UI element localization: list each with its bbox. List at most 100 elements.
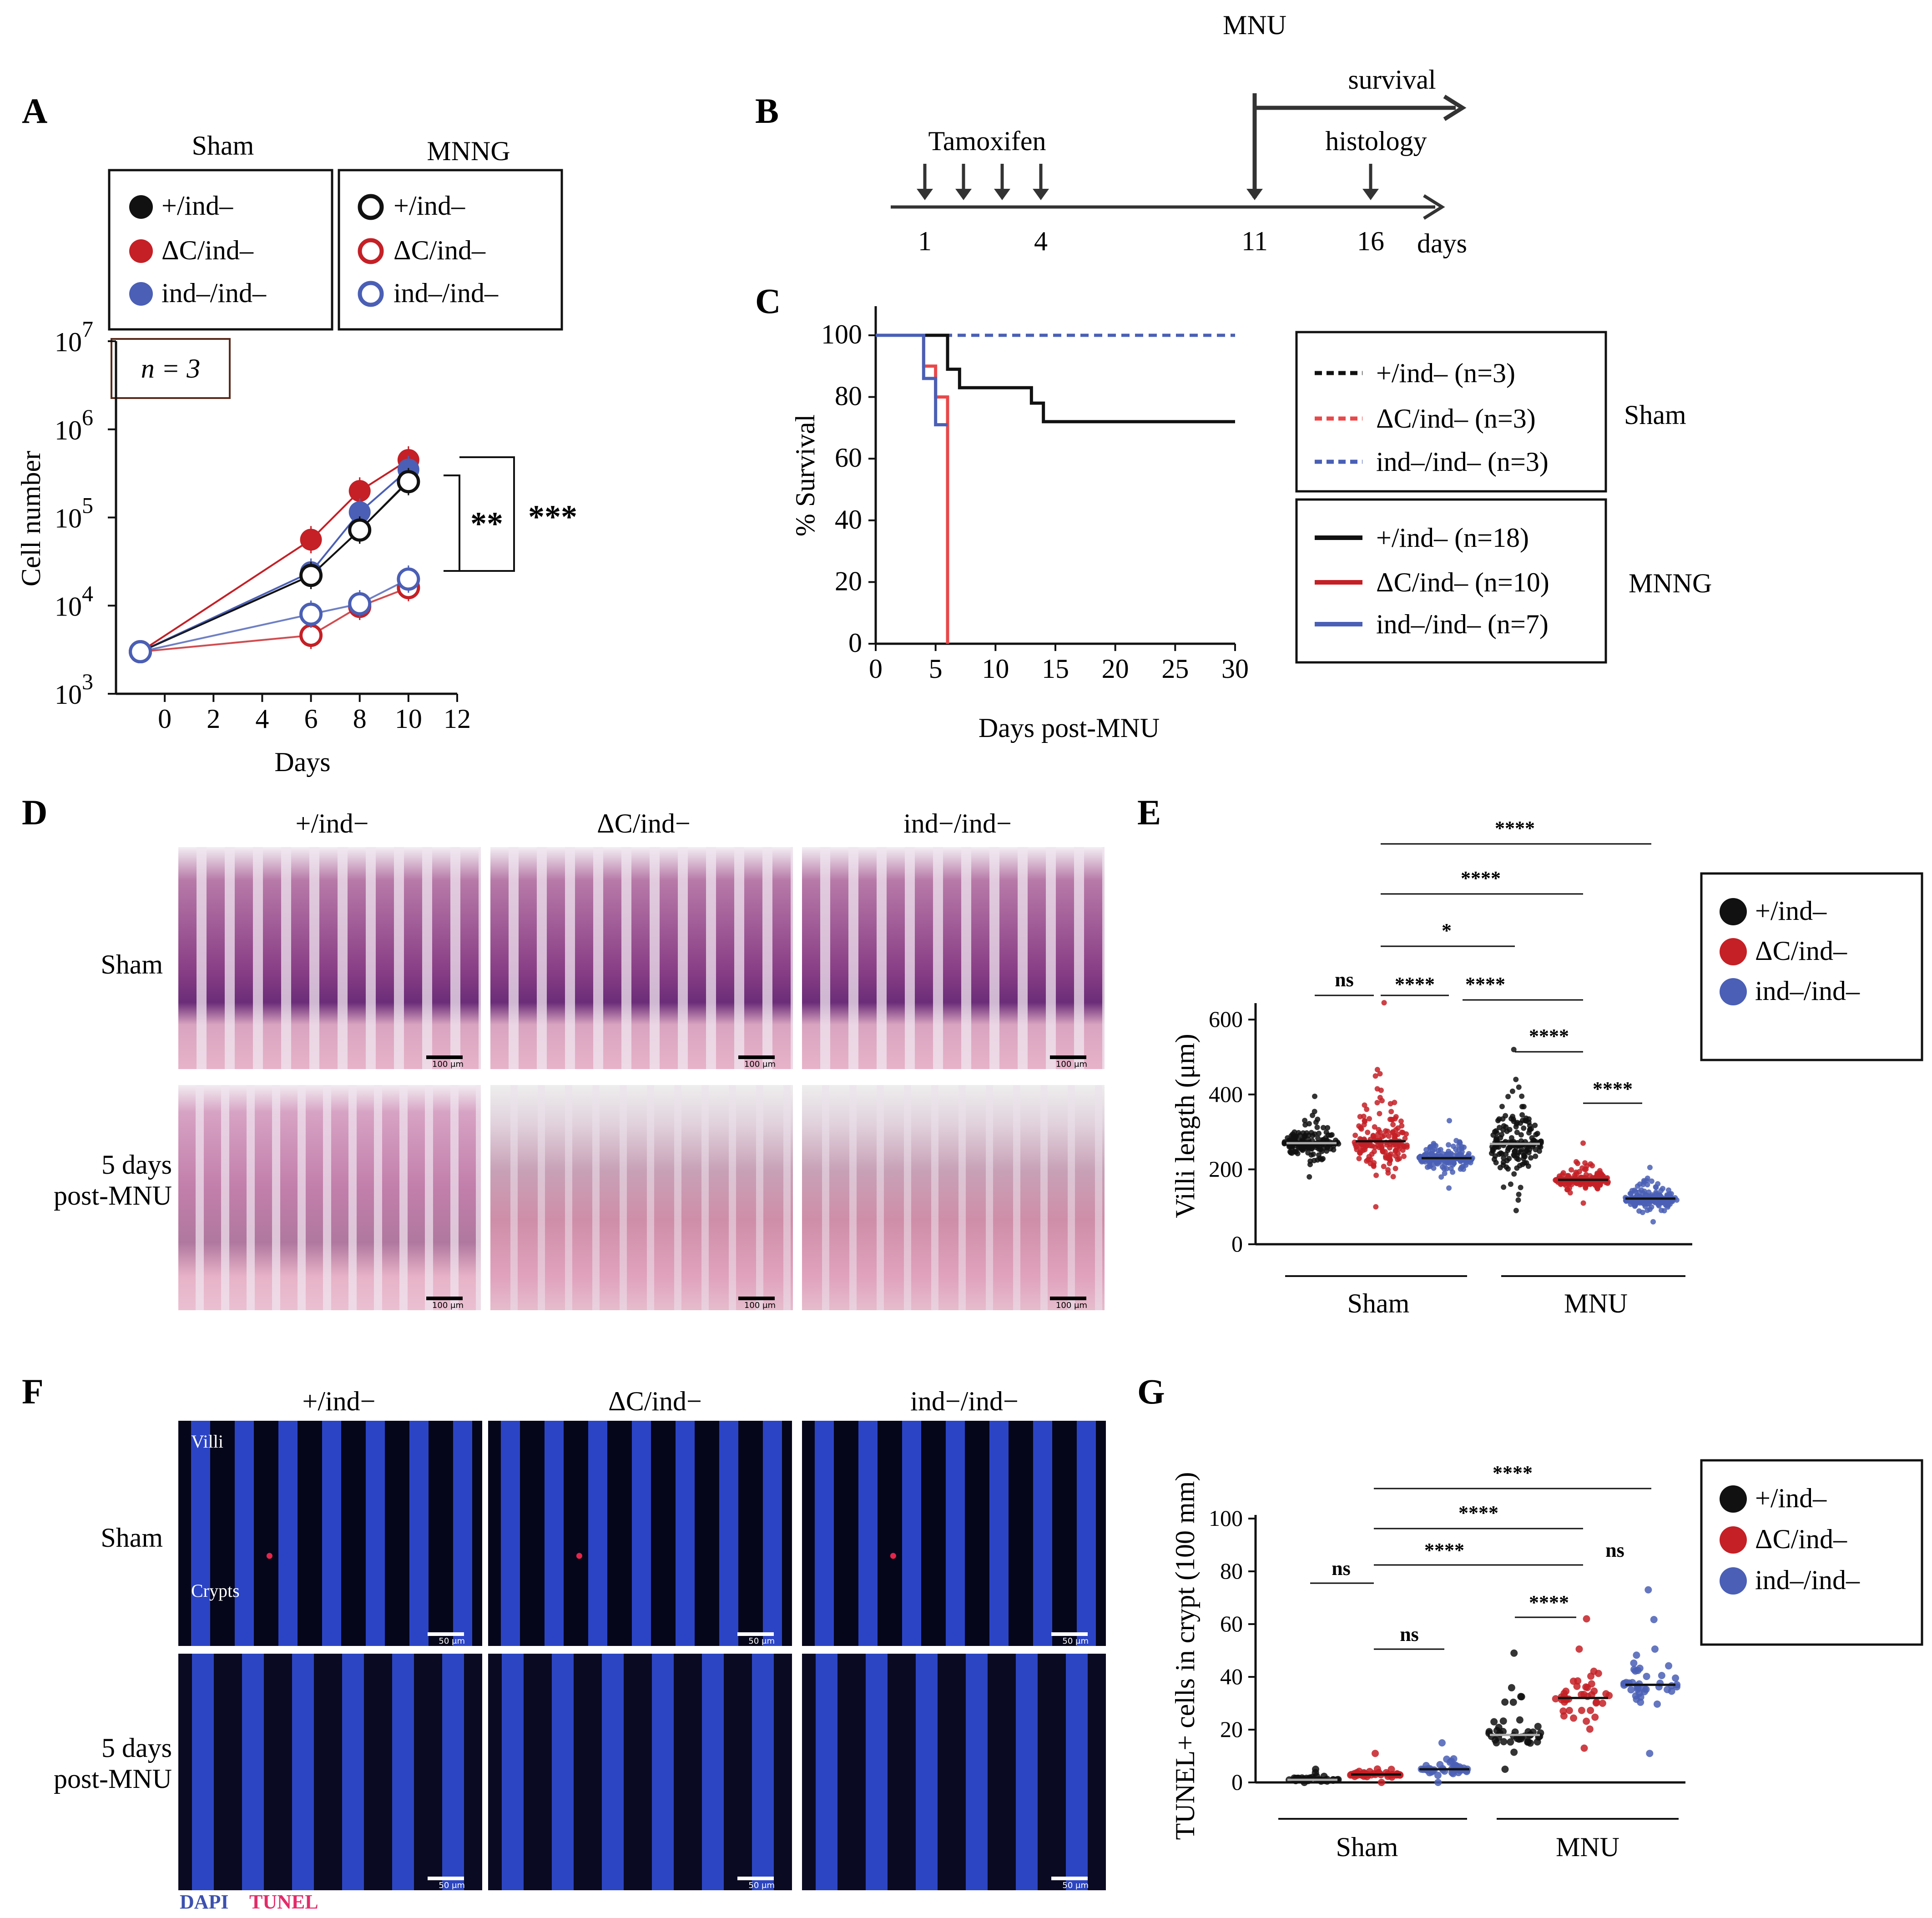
e-data-point [1314,1124,1320,1130]
e-data-point [1331,1147,1337,1153]
c-legend-box-mnng [1295,498,1607,664]
g-data-point [1453,1762,1460,1770]
b-tick-11: 11 [1241,226,1268,256]
a-x-tick-label: 0 [158,704,172,734]
g-sig-3: ns [1605,1539,1624,1561]
e-data-point [1514,1152,1520,1158]
g-data-point [1434,1772,1442,1779]
c-y-label: % Survival [790,414,820,536]
g-data-point [1493,1739,1500,1746]
e-data-point [1382,1128,1388,1134]
e-data-point [1306,1174,1312,1180]
legend-box-sham [108,169,333,331]
e-data-point [1521,1125,1527,1131]
e-data-point [1653,1184,1659,1190]
he-image-sham-ind: 100 μm [802,847,1105,1069]
e-data-point [1533,1153,1539,1159]
g-data-point [1524,1728,1532,1736]
a-x-label: Days [274,747,330,777]
e-data-point [1510,1114,1516,1120]
g-data-point [1501,1698,1509,1706]
e-data-point [1371,1149,1377,1155]
f-dapi-label: DAPI [180,1891,229,1913]
f-col-label-1: ΔC/ind− [608,1386,702,1416]
e-data-point [1516,1191,1522,1197]
g-data-point [1499,1717,1507,1725]
e-data-point [1395,1151,1401,1156]
e-data-point [1503,1113,1508,1119]
e-data-point [1514,1130,1520,1136]
e-group-mnu: MNU [1564,1288,1628,1318]
e-data-point [1357,1150,1362,1156]
e-data-point [1308,1152,1314,1158]
a-y-tick-label: 10 [55,591,82,621]
d-col-label-1: ΔC/ind− [597,808,691,838]
e-data-point [1495,1118,1501,1124]
e-data-point [1488,1151,1494,1156]
e-data-point [1442,1171,1448,1176]
legend-marker-open-blue [358,281,384,307]
c-x-tick-label: 30 [1221,654,1249,684]
e-data-point [1388,1109,1394,1115]
e-group-sham: Sham [1347,1288,1410,1318]
e-data-point [1290,1134,1296,1140]
e-data-point [1641,1178,1647,1184]
g-data-point [1507,1738,1514,1746]
a-data-point [348,480,371,502]
e-data-point [1401,1143,1407,1149]
a-x-tick-label: 4 [255,704,269,734]
g-data-point [1630,1659,1638,1667]
scale-bar [738,1297,775,1300]
g-group-mnu: MNU [1556,1832,1619,1862]
legend-label-sham-0: +/ind– [161,191,233,221]
legend-marker-open-red [358,238,384,264]
scale-text: 100 μm [744,1301,776,1310]
e-data-point [1437,1159,1443,1165]
e-sig-0: ns [1335,969,1354,991]
d-row-label-days: 5 days [101,1150,172,1180]
g-y-tick-label: 80 [1220,1558,1243,1584]
g-legend-marker-red [1720,1526,1747,1554]
e-data-point [1424,1164,1430,1170]
g-data-point [1586,1725,1594,1733]
g-legend-label-2: ind–/ind– [1755,1565,1860,1595]
e-data-point [1372,1073,1378,1079]
e-data-point [1310,1112,1316,1118]
a-series-line [140,459,409,653]
a-series-line [140,578,409,653]
e-data-point [1392,1166,1398,1171]
g-data-point [1559,1707,1567,1715]
e-data-point [1450,1152,1456,1158]
g-data-point [1526,1739,1534,1747]
e-data-point [1515,1197,1521,1203]
b-histology: histology [1325,126,1427,156]
e-data-point [1442,1158,1448,1164]
e-data-point [1329,1132,1335,1138]
e-data-point [1395,1156,1401,1162]
g-data-point [1665,1662,1673,1670]
g-y-tick-label: 60 [1220,1611,1243,1636]
a-y-tick-label: 10 [55,504,82,534]
g-data-point [1653,1700,1661,1708]
e-legend-box [1700,872,1923,1061]
c-legend-label-sham-2: ind–/ind– (n=3) [1376,447,1549,477]
g-y-tick-label: 0 [1231,1769,1243,1795]
e-data-point [1302,1117,1308,1123]
e-data-point [1364,1106,1370,1112]
e-data-point [1387,1153,1393,1159]
e-sig-2: **** [1465,973,1505,995]
c-x-tick-label: 25 [1161,654,1189,684]
e-data-point [1559,1172,1565,1178]
g-data-point [1594,1670,1602,1677]
a-y-tick-exp: 6 [82,404,93,430]
fluor-image-mnu-dc: 50 μm [488,1654,792,1890]
g-legend-box [1700,1459,1923,1646]
a-y-tick-exp: 3 [82,669,93,694]
legend-group-mnng: MNNG [427,136,510,166]
e-sig-4: **** [1593,1078,1633,1100]
e-data-point [1453,1138,1459,1144]
e-data-point [1587,1173,1593,1179]
g-data-point [1517,1693,1525,1701]
e-data-point [1657,1193,1663,1199]
